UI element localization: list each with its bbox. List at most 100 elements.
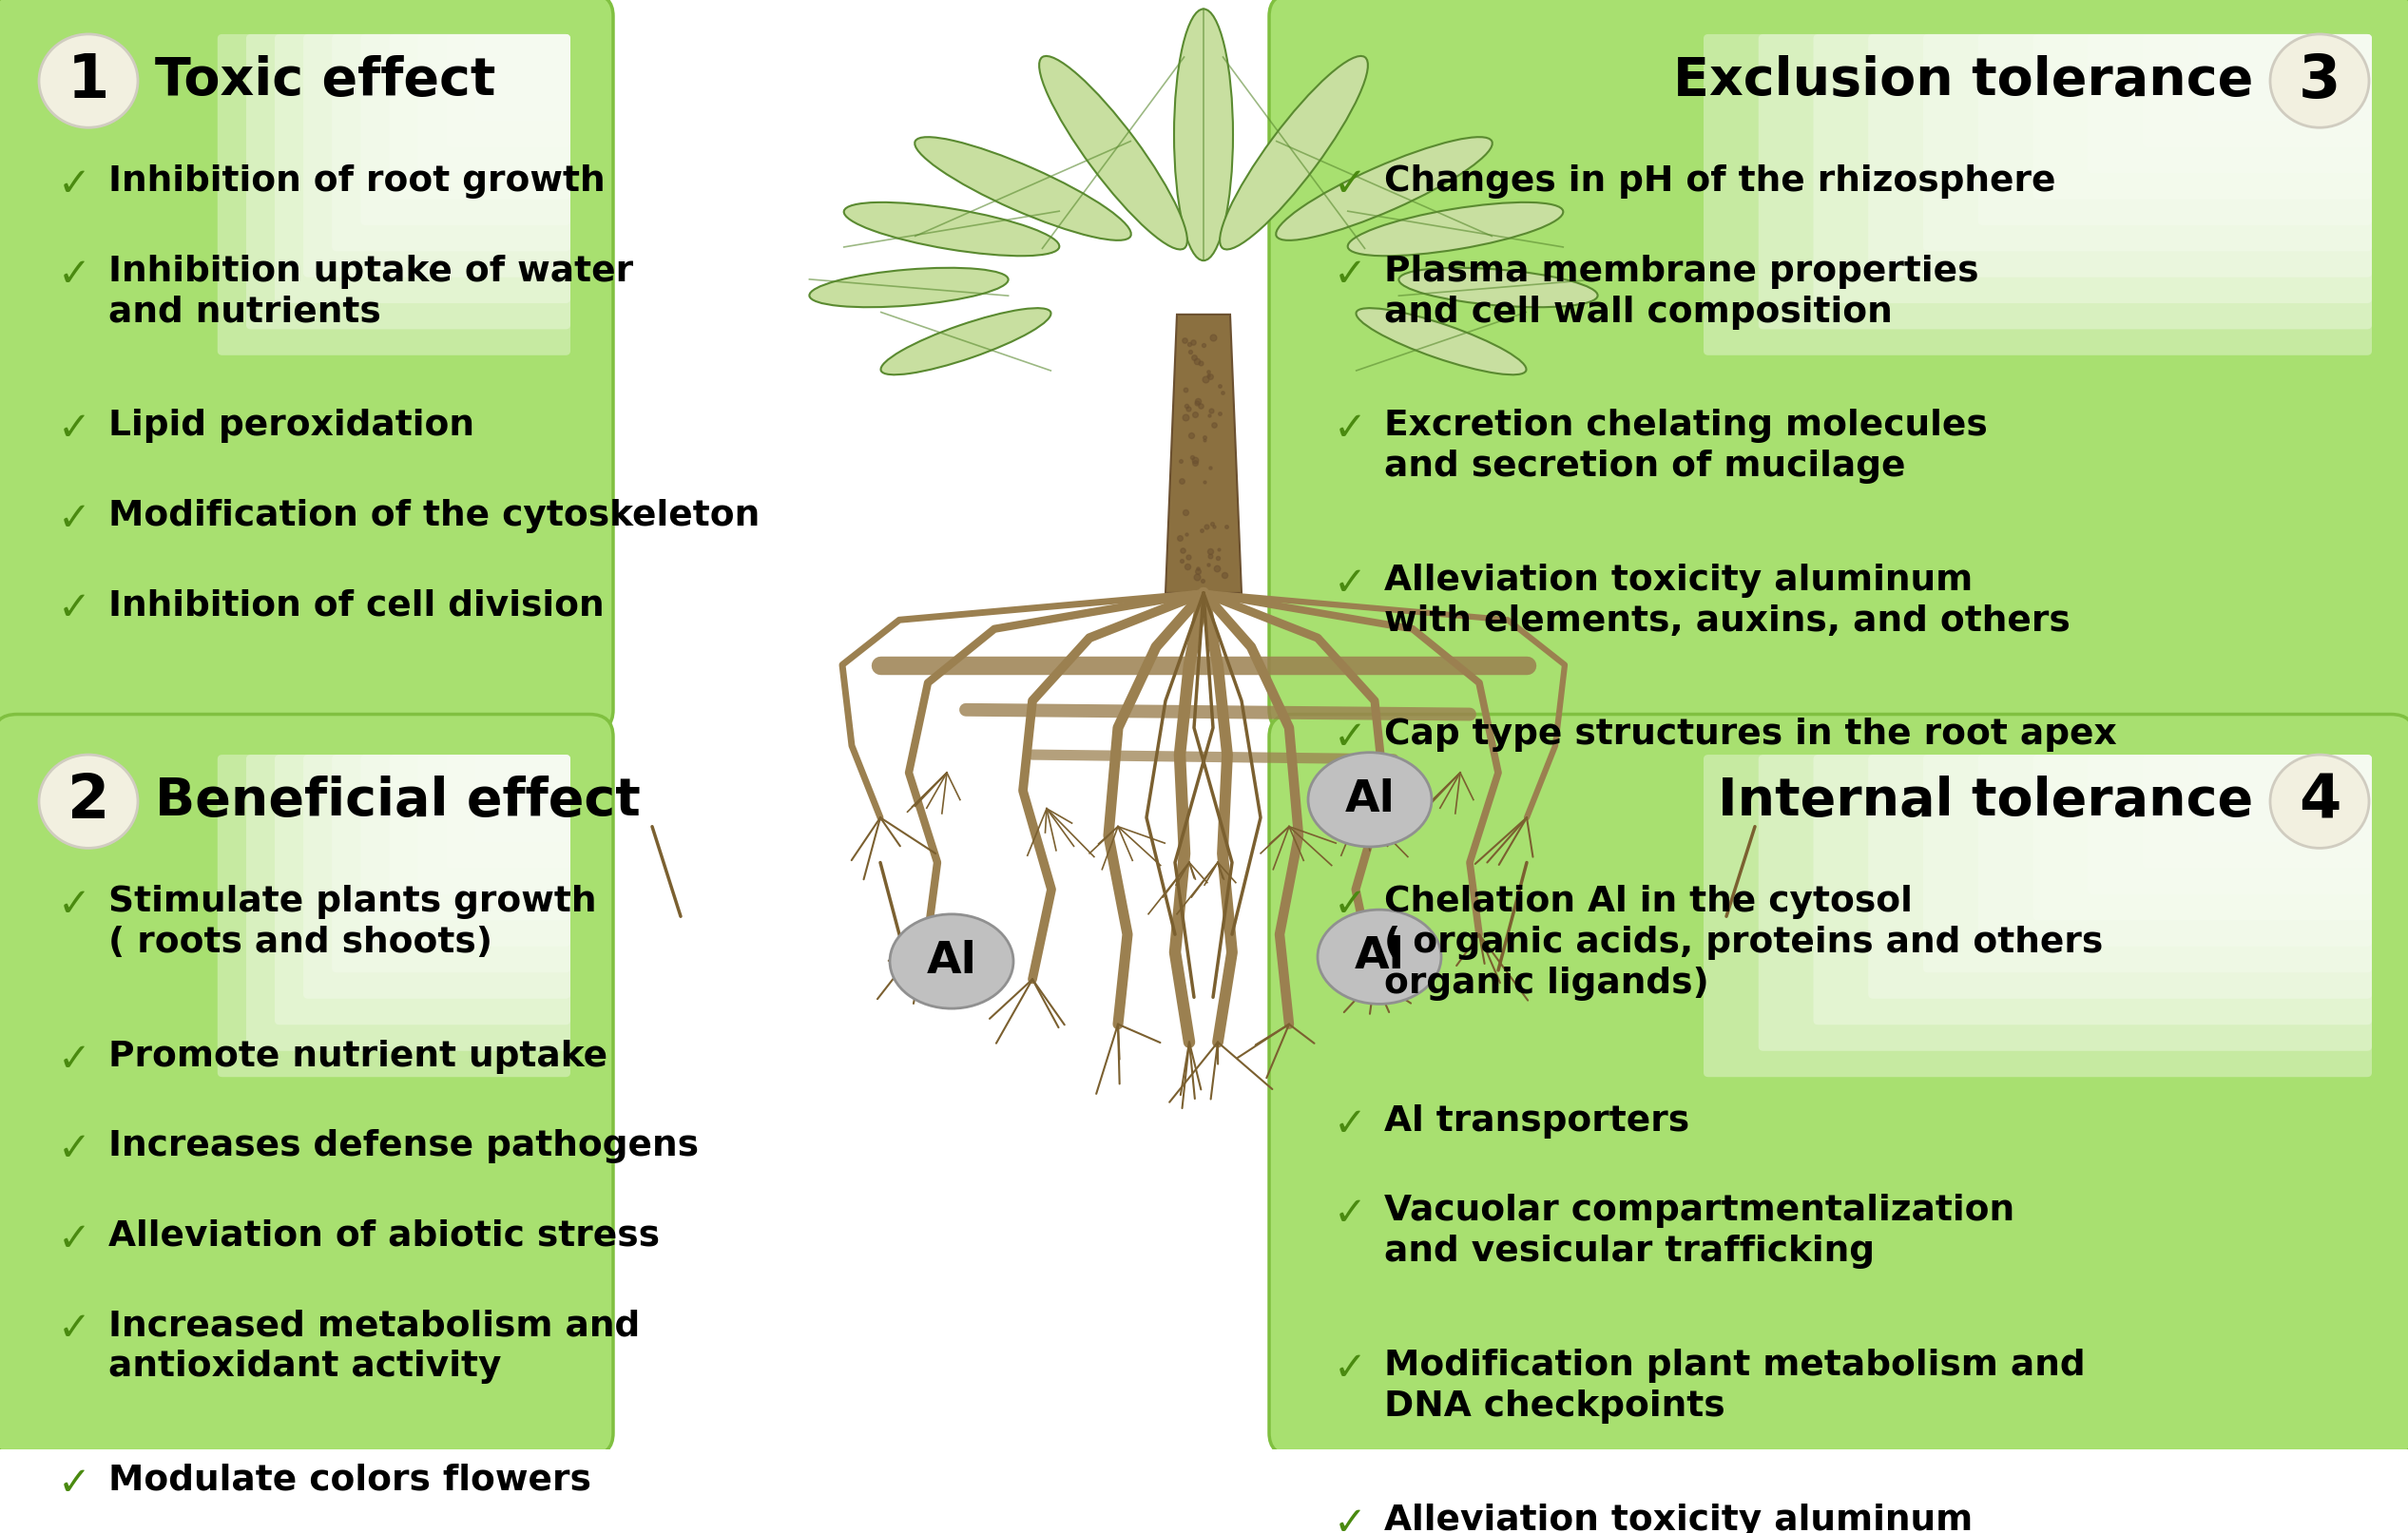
FancyBboxPatch shape [217, 754, 571, 1078]
FancyBboxPatch shape [332, 754, 571, 972]
FancyBboxPatch shape [474, 754, 571, 842]
FancyBboxPatch shape [0, 714, 614, 1455]
FancyBboxPatch shape [2251, 754, 2372, 816]
Circle shape [39, 34, 137, 127]
Text: Increases defense pathogens: Increases defense pathogens [108, 1130, 698, 1164]
Text: Beneficial effect: Beneficial effect [154, 776, 641, 828]
Text: Inhibition of cell division: Inhibition of cell division [108, 589, 604, 622]
FancyBboxPatch shape [1869, 754, 2372, 998]
FancyBboxPatch shape [474, 34, 571, 121]
Text: ✓: ✓ [58, 498, 92, 538]
Text: Exclusion tolerance: Exclusion tolerance [1674, 55, 2254, 106]
Text: ✓: ✓ [58, 1130, 92, 1170]
Text: Modulate colors flowers: Modulate colors flowers [108, 1464, 592, 1498]
Text: Internal tolerance: Internal tolerance [1717, 776, 2254, 828]
Text: Al: Al [927, 940, 978, 983]
FancyBboxPatch shape [1813, 754, 2372, 1024]
Text: ✓: ✓ [58, 885, 92, 924]
Text: Al: Al [1344, 779, 1394, 822]
Text: Promote nutrient uptake: Promote nutrient uptake [108, 1039, 607, 1073]
Ellipse shape [915, 136, 1132, 241]
Text: Alleviation toxicity aluminum
with elements, auxins, and others: Alleviation toxicity aluminum with eleme… [1385, 563, 2071, 638]
Text: Changes in pH of the rhizosphere: Changes in pH of the rhizosphere [1385, 164, 2056, 199]
Text: Cap type structures in the root apex: Cap type structures in the root apex [1385, 717, 2117, 753]
Text: ✓: ✓ [58, 409, 92, 449]
Text: ✓: ✓ [1334, 1502, 1365, 1533]
Text: Al: Al [1353, 935, 1404, 978]
FancyBboxPatch shape [2199, 34, 2372, 121]
Text: ✓: ✓ [1334, 164, 1365, 204]
FancyBboxPatch shape [503, 754, 571, 816]
Text: 2: 2 [67, 773, 108, 831]
Text: Plasma membrane properties
and cell wall composition: Plasma membrane properties and cell wall… [1385, 254, 1979, 330]
Text: ✓: ✓ [1334, 1104, 1365, 1144]
Text: ✓: ✓ [1334, 409, 1365, 449]
Text: Lipid peroxidation: Lipid peroxidation [108, 409, 474, 443]
FancyBboxPatch shape [2032, 34, 2372, 199]
Text: ✓: ✓ [1334, 1194, 1365, 1234]
Text: Stimulate plants growth
( roots and shoots): Stimulate plants growth ( roots and shoo… [108, 885, 597, 960]
Text: ✓: ✓ [1334, 1349, 1365, 1389]
Ellipse shape [1276, 136, 1493, 241]
FancyBboxPatch shape [419, 34, 571, 173]
Text: Alleviation toxicity aluminum: Alleviation toxicity aluminum [1385, 1502, 1972, 1533]
Ellipse shape [843, 202, 1060, 256]
FancyBboxPatch shape [246, 754, 571, 1052]
FancyBboxPatch shape [1269, 714, 2408, 1455]
Text: Excretion chelating molecules
and secretion of mucilage: Excretion chelating molecules and secret… [1385, 409, 1987, 484]
FancyBboxPatch shape [419, 754, 571, 894]
FancyBboxPatch shape [1924, 754, 2372, 972]
Polygon shape [1165, 314, 1243, 593]
Ellipse shape [1040, 57, 1187, 250]
FancyBboxPatch shape [2088, 34, 2372, 173]
Circle shape [39, 754, 137, 848]
FancyBboxPatch shape [1269, 0, 2408, 733]
FancyBboxPatch shape [275, 34, 571, 304]
FancyBboxPatch shape [445, 754, 571, 868]
FancyBboxPatch shape [1977, 34, 2372, 225]
FancyBboxPatch shape [246, 34, 571, 330]
Circle shape [2271, 34, 2369, 127]
FancyBboxPatch shape [217, 34, 571, 356]
FancyBboxPatch shape [2143, 754, 2372, 868]
Text: 3: 3 [2300, 52, 2341, 110]
FancyBboxPatch shape [1702, 34, 2372, 356]
FancyBboxPatch shape [2088, 754, 2372, 894]
Text: Modification of the cytoskeleton: Modification of the cytoskeleton [108, 498, 761, 533]
FancyBboxPatch shape [303, 34, 571, 277]
Text: 4: 4 [2300, 773, 2341, 831]
Ellipse shape [1221, 57, 1368, 250]
Text: Alleviation of abiotic stress: Alleviation of abiotic stress [108, 1219, 660, 1254]
FancyBboxPatch shape [1869, 34, 2372, 277]
Text: 1: 1 [67, 52, 108, 110]
Ellipse shape [1348, 202, 1563, 256]
Text: ✓: ✓ [58, 1039, 92, 1079]
FancyBboxPatch shape [361, 34, 571, 225]
Text: Vacuolar compartmentalization
and vesicular trafficking: Vacuolar compartmentalization and vesicu… [1385, 1194, 2015, 1269]
FancyBboxPatch shape [0, 0, 614, 733]
Ellipse shape [1399, 268, 1597, 307]
FancyBboxPatch shape [2199, 754, 2372, 842]
FancyBboxPatch shape [275, 754, 571, 1024]
Text: ✓: ✓ [1334, 254, 1365, 294]
Text: ✓: ✓ [58, 1219, 92, 1259]
Ellipse shape [881, 308, 1050, 374]
FancyBboxPatch shape [1813, 34, 2372, 304]
FancyBboxPatch shape [503, 34, 571, 95]
FancyBboxPatch shape [1702, 754, 2372, 1078]
FancyBboxPatch shape [1924, 34, 2372, 251]
Text: Al transporters: Al transporters [1385, 1104, 1690, 1139]
Ellipse shape [891, 914, 1014, 1009]
Text: ✓: ✓ [1334, 563, 1365, 602]
Text: Increased metabolism and
antioxidant activity: Increased metabolism and antioxidant act… [108, 1309, 641, 1384]
FancyBboxPatch shape [2143, 34, 2372, 147]
Ellipse shape [1308, 753, 1433, 846]
FancyBboxPatch shape [332, 34, 571, 251]
Text: ✓: ✓ [58, 1309, 92, 1349]
Ellipse shape [1317, 909, 1440, 1004]
FancyBboxPatch shape [361, 754, 571, 946]
Text: Chelation Al in the cytosol
( organic acids, proteins and others
organic ligands: Chelation Al in the cytosol ( organic ac… [1385, 885, 2102, 1001]
Text: ✓: ✓ [58, 589, 92, 629]
FancyBboxPatch shape [2032, 754, 2372, 920]
Text: Toxic effect: Toxic effect [154, 55, 496, 106]
